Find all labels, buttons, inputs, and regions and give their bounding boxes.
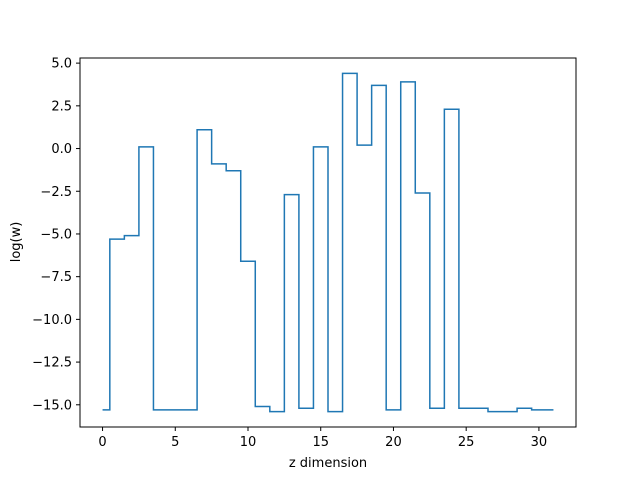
y-tick-label: −15.0: [32, 398, 72, 413]
y-axis-label: log(w): [9, 222, 24, 263]
x-tick-label: 10: [240, 435, 257, 450]
y-tick-label: −10.0: [32, 313, 72, 328]
y-tick-label: −12.5: [32, 356, 72, 371]
x-tick-label: 15: [312, 435, 329, 450]
y-tick-label: 5.0: [51, 57, 72, 72]
x-tick-label: 30: [531, 435, 548, 450]
y-tick-label: 2.5: [51, 99, 72, 114]
x-axis-ticks: 0 5 10 15 20 25 30: [98, 427, 547, 450]
x-tick-label: 0: [98, 435, 106, 450]
y-tick-label: −7.5: [40, 270, 72, 285]
y-tick-label: −2.5: [40, 185, 72, 200]
x-tick-label: 20: [385, 435, 402, 450]
x-axis-label: z dimension: [289, 456, 367, 471]
x-tick-label: 25: [458, 435, 475, 450]
series-step-line: [102, 72, 554, 413]
x-tick-label: 5: [171, 435, 179, 450]
y-axis-ticks: 5.0 2.5 0.0 −2.5 −5.0 −7.5 −10.0 −12.5 −15.0: [32, 57, 80, 413]
y-tick-label: −5.0: [40, 227, 72, 242]
axes-frame: [79, 57, 577, 428]
plot-layer: [102, 72, 554, 413]
y-tick-label: 0.0: [51, 142, 72, 157]
